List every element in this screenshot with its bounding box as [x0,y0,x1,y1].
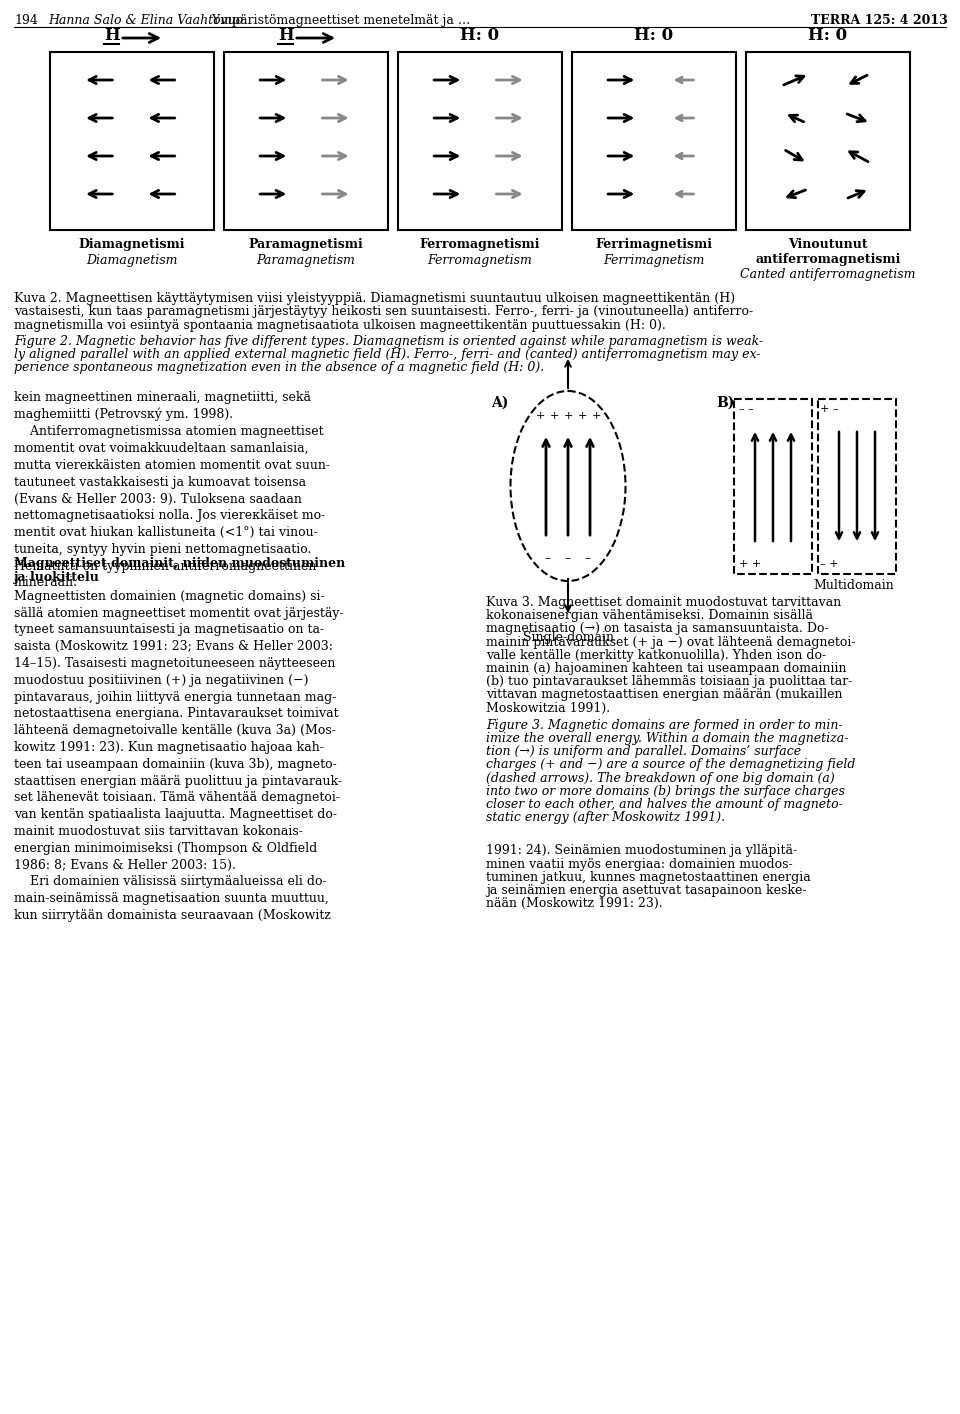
Bar [734,399,812,574]
Text: vittavan magnetostaattisen energian määrän (mukaillen: vittavan magnetostaattisen energian määr… [486,689,843,701]
Bar [224,52,388,230]
Text: minen vaatii myös energiaa: domainien muodos-: minen vaatii myös energiaa: domainien mu… [486,858,793,871]
Text: H: H [278,27,294,44]
Bar [572,52,736,230]
Text: –: – [564,553,571,566]
Text: Vinoutunut
antiferromagnetismi: Vinoutunut antiferromagnetismi [756,238,900,266]
Text: magnetismilla voi esiintyä spontaania magnetisaatiota ulkoisen magneettikentän p: magnetismilla voi esiintyä spontaania ma… [14,320,665,332]
Text: vastaisesti, kun taas paramagnetismi järjestäytyy heikosti sen suuntaisesti. Fer: vastaisesti, kun taas paramagnetismi jär… [14,305,754,318]
Text: (b) tuo pintavaraukset lähemmäs toisiaan ja puolittaa tar-: (b) tuo pintavaraukset lähemmäs toisiaan… [486,676,852,689]
Text: Kuva 3. Magneettiset domainit muodostuvat tarvittavan: Kuva 3. Magneettiset domainit muodostuva… [486,595,841,609]
Text: TERRA 125: 4 2013: TERRA 125: 4 2013 [811,14,948,27]
Text: mainin pintavaraukset (+ ja −) ovat lähteenä demagnetoi-: mainin pintavaraukset (+ ja −) ovat läht… [486,636,855,649]
Text: kokonaisenergian vähentämiseksi. Domainin sisällä: kokonaisenergian vähentämiseksi. Domaini… [486,609,813,622]
Text: 1991: 24). Seinämien muodostuminen ja ylläpitä-: 1991: 24). Seinämien muodostuminen ja yl… [486,844,797,857]
Text: static energy (after Moskowitz 1991).: static energy (after Moskowitz 1991). [486,812,725,824]
Bar [818,399,896,574]
Text: ja seinämien energia asettuvat tasapainoon keske-: ja seinämien energia asettuvat tasapaino… [486,884,806,896]
Text: magnetisaatio (→) on tasaista ja samansuuntaista. Do-: magnetisaatio (→) on tasaista ja samansu… [486,622,828,635]
Text: Kuva 2. Magneettisen käyttäytymisen viisi yleistyyppiä. Diamagnetismi suuntautuu: Kuva 2. Magneettisen käyttäytymisen viis… [14,293,735,305]
Bar [50,52,214,230]
Text: +: + [591,411,601,421]
Text: Magneettisten domainien (magnetic domains) si-
sällä atomien magneettiset moment: Magneettisten domainien (magnetic domain… [14,590,344,922]
Text: –: – [585,553,591,566]
Text: Ympäristömagneettiset menetelmät ja …: Ympäristömagneettiset menetelmät ja … [208,14,470,27]
Bar [398,52,562,230]
Text: charges (+ and −) are a source of the demagnetizing field: charges (+ and −) are a source of the de… [486,758,855,772]
Text: B): B) [716,396,734,410]
Text: ja luokittelu: ja luokittelu [14,571,100,584]
Text: Ferromagnetismi: Ferromagnetismi [420,238,540,252]
Bar [746,52,910,230]
Text: (dashed arrows). The breakdown of one big domain (a): (dashed arrows). The breakdown of one bi… [486,772,835,785]
Text: tion (→) is uniform and parallel. Domains’ surface: tion (→) is uniform and parallel. Domain… [486,745,802,758]
Ellipse shape [511,392,626,581]
Text: Canted antiferromagnetism: Canted antiferromagnetism [740,269,916,281]
Text: perience spontaneous magnetization even in the absence of a magnetic field (H: 0: perience spontaneous magnetization even … [14,362,544,375]
Text: +: + [564,411,573,421]
Text: Ferrimagnetism: Ferrimagnetism [603,255,705,267]
Text: Figure 2. Magnetic behavior has five different types. Diamagnetism is oriented a: Figure 2. Magnetic behavior has five dif… [14,335,763,348]
Text: Diamagnetismi: Diamagnetismi [79,238,185,252]
Text: +: + [577,411,587,421]
Text: Diamagnetism: Diamagnetism [86,255,178,267]
Text: A): A) [491,396,509,410]
Text: –: – [545,553,551,566]
Text: Figure 3. Magnetic domains are formed in order to min-: Figure 3. Magnetic domains are formed in… [486,718,843,732]
Text: H: 0: H: 0 [635,27,674,44]
Text: H: 0: H: 0 [461,27,499,44]
Text: ly aligned parallel with an applied external magnetic field (H). Ferro-, ferri- : ly aligned parallel with an applied exte… [14,348,760,361]
Text: closer to each other, and halves the amount of magneto-: closer to each other, and halves the amo… [486,797,843,812]
Text: Hanna Salo & Elina Vaahtovuo: Hanna Salo & Elina Vaahtovuo [48,14,243,27]
Text: +: + [549,411,559,421]
Text: imize the overall energy. Within a domain the magnetiza-: imize the overall energy. Within a domai… [486,732,849,745]
Text: +: + [536,411,544,421]
Text: Paramagnetismi: Paramagnetismi [249,238,364,252]
Text: tuminen jatkuu, kunnes magnetostaattinen energia: tuminen jatkuu, kunnes magnetostaattinen… [486,871,811,884]
Text: – +: – + [820,559,838,568]
Text: into two or more domains (b) brings the surface charges: into two or more domains (b) brings the … [486,785,845,797]
Text: Moskowitzia 1991).: Moskowitzia 1991). [486,701,611,714]
Text: kein magneettinen mineraali, magnetiitti, sekä
maghemiitti (Petrovsкý ym. 1998).: kein magneettinen mineraali, magnetiitti… [14,392,330,590]
Text: Paramagnetism: Paramagnetism [256,255,355,267]
Text: nään (Moskowitz 1991: 23).: nään (Moskowitz 1991: 23). [486,898,662,911]
Text: + –: + – [820,404,838,414]
Text: Magneettiset domainit, niiden muodostuminen: Magneettiset domainit, niiden muodostumi… [14,557,346,570]
Text: H: H [104,27,120,44]
Text: Ferromagnetism: Ferromagnetism [427,255,533,267]
Text: Single-domain: Single-domain [522,631,613,643]
Text: valle kentälle (merkitty katkonuolilla). Yhden ison do-: valle kentälle (merkitty katkonuolilla).… [486,649,827,662]
Text: Multidomain: Multidomain [814,578,895,592]
Text: Ferrimagnetismi: Ferrimagnetismi [595,238,712,252]
Text: H: 0: H: 0 [808,27,848,44]
Text: mainin (a) hajoaminen kahteen tai useampaan domainiin: mainin (a) hajoaminen kahteen tai useamp… [486,662,847,674]
Text: – –: – – [739,404,754,414]
Text: 194: 194 [14,14,37,27]
Text: + +: + + [739,559,761,568]
